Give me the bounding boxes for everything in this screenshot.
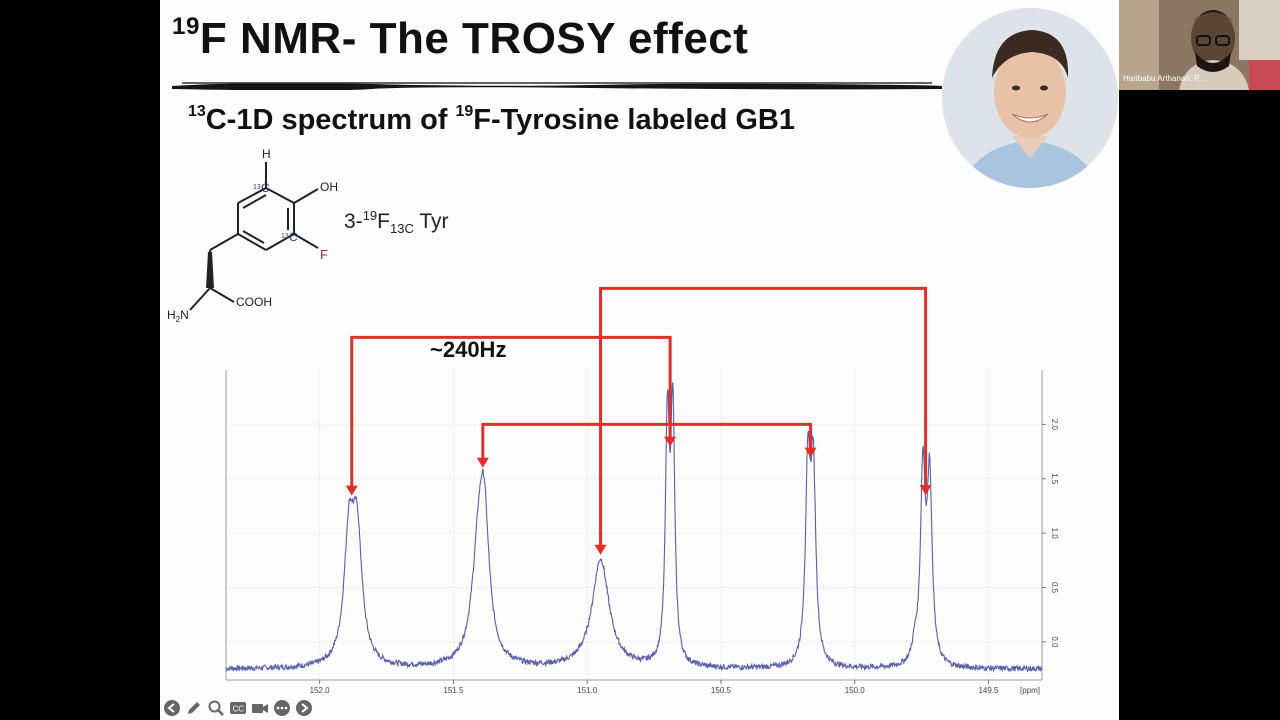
- x-tick-label: 150.0: [845, 686, 866, 695]
- pen-tool-button[interactable]: [184, 698, 204, 718]
- slide-title: 19F NMR- The TROSY effect: [172, 12, 749, 64]
- participant-video-tile[interactable]: Haribabu Arthanari, P...: [1119, 0, 1280, 90]
- more-options-button[interactable]: [272, 698, 292, 718]
- atom-oh-label: OH: [320, 180, 338, 194]
- x-tick-label: 150.5: [711, 686, 732, 695]
- participant-name-label: Haribabu Arthanari, P...: [1123, 74, 1206, 83]
- c13-atom-bottom: C: [289, 230, 298, 244]
- camera-button[interactable]: [250, 698, 270, 718]
- coupling-arrow-bracket: [481, 422, 813, 462]
- y-tick-label: 1.0: [1050, 528, 1059, 540]
- y-tick-label: 0.0: [1050, 636, 1059, 648]
- c13-sup-top: 13: [253, 184, 261, 191]
- cc-icon: CC: [230, 702, 246, 714]
- x-tick-label: 152.0: [310, 686, 331, 695]
- subtitle-sup-19: 19: [455, 102, 474, 120]
- spectrum-line: [225, 382, 1043, 673]
- x-tick-label: 149.5: [978, 686, 999, 695]
- y-tick-label: 0.5: [1050, 582, 1059, 594]
- arrowhead: [919, 485, 932, 496]
- arrowhead: [804, 447, 817, 458]
- forward-icon: [296, 700, 312, 716]
- presenter-avatar: [942, 8, 1118, 188]
- nmr-spectrum-chart: 152.0 151.5 151.0 150.5 150.0 149.5 [ppm] 0.0 0.…: [225, 286, 1059, 695]
- coupling-arrow-bracket: [350, 335, 672, 490]
- atom-f-label: F: [320, 247, 328, 262]
- title-superscript: 19: [172, 12, 200, 40]
- subtitles-button[interactable]: CC: [228, 698, 248, 718]
- subtitle-sup-13: 13: [188, 102, 206, 120]
- x-axis-label: [ppm]: [1020, 686, 1040, 695]
- y-tick-label: 1.5: [1050, 473, 1059, 485]
- subtitle-text-2: F-Tyrosine labeled GB1: [473, 104, 795, 136]
- tyrosine-structure-diagram: H OH 13 C 13 C F COOH H2N: [167, 147, 338, 324]
- participant-video-feed: [1119, 0, 1280, 90]
- svg-text:CC: CC: [233, 705, 245, 714]
- arrowhead: [476, 457, 489, 468]
- back-icon: [164, 700, 180, 716]
- coupling-constant-label: ~240Hz: [430, 337, 507, 362]
- pen-icon: [188, 702, 200, 714]
- zoom-button[interactable]: [206, 698, 226, 718]
- c13-atom-top: C: [261, 181, 270, 195]
- presentation-slide: 19F NMR- The TROSY effect 13C-1D spectru…: [160, 0, 1119, 720]
- isotope-label: 3-19F13C Tyr: [344, 208, 449, 237]
- c13-sup-bottom: 13: [281, 233, 289, 240]
- arrowhead: [345, 485, 358, 496]
- subtitle-text-1: C-1D spectrum of: [205, 104, 456, 136]
- camera-icon: [252, 704, 268, 713]
- zoom-icon: [208, 700, 224, 716]
- title-text: F NMR- The TROSY effect: [199, 14, 749, 63]
- y-tick-label: 2.0: [1050, 419, 1059, 431]
- more-icon: [274, 700, 290, 716]
- brush-stroke-divider: [172, 82, 942, 90]
- x-tick-label: 151.0: [577, 686, 598, 695]
- atom-h2n-label: H2N: [167, 308, 189, 324]
- previous-slide-button[interactable]: [162, 698, 182, 718]
- next-slide-button[interactable]: [294, 698, 314, 718]
- slideshow-toolbar: CC: [160, 698, 314, 720]
- slide-subtitle: 13C-1D spectrum of 19F-Tyrosine labeled …: [188, 102, 795, 137]
- x-tick-label: 151.5: [443, 686, 464, 695]
- atom-h-label: H: [262, 147, 271, 161]
- arrowhead: [664, 436, 677, 447]
- arrowhead: [594, 544, 607, 555]
- atom-cooh-label: COOH: [236, 295, 272, 309]
- coupling-arrow-bracket: [599, 286, 928, 549]
